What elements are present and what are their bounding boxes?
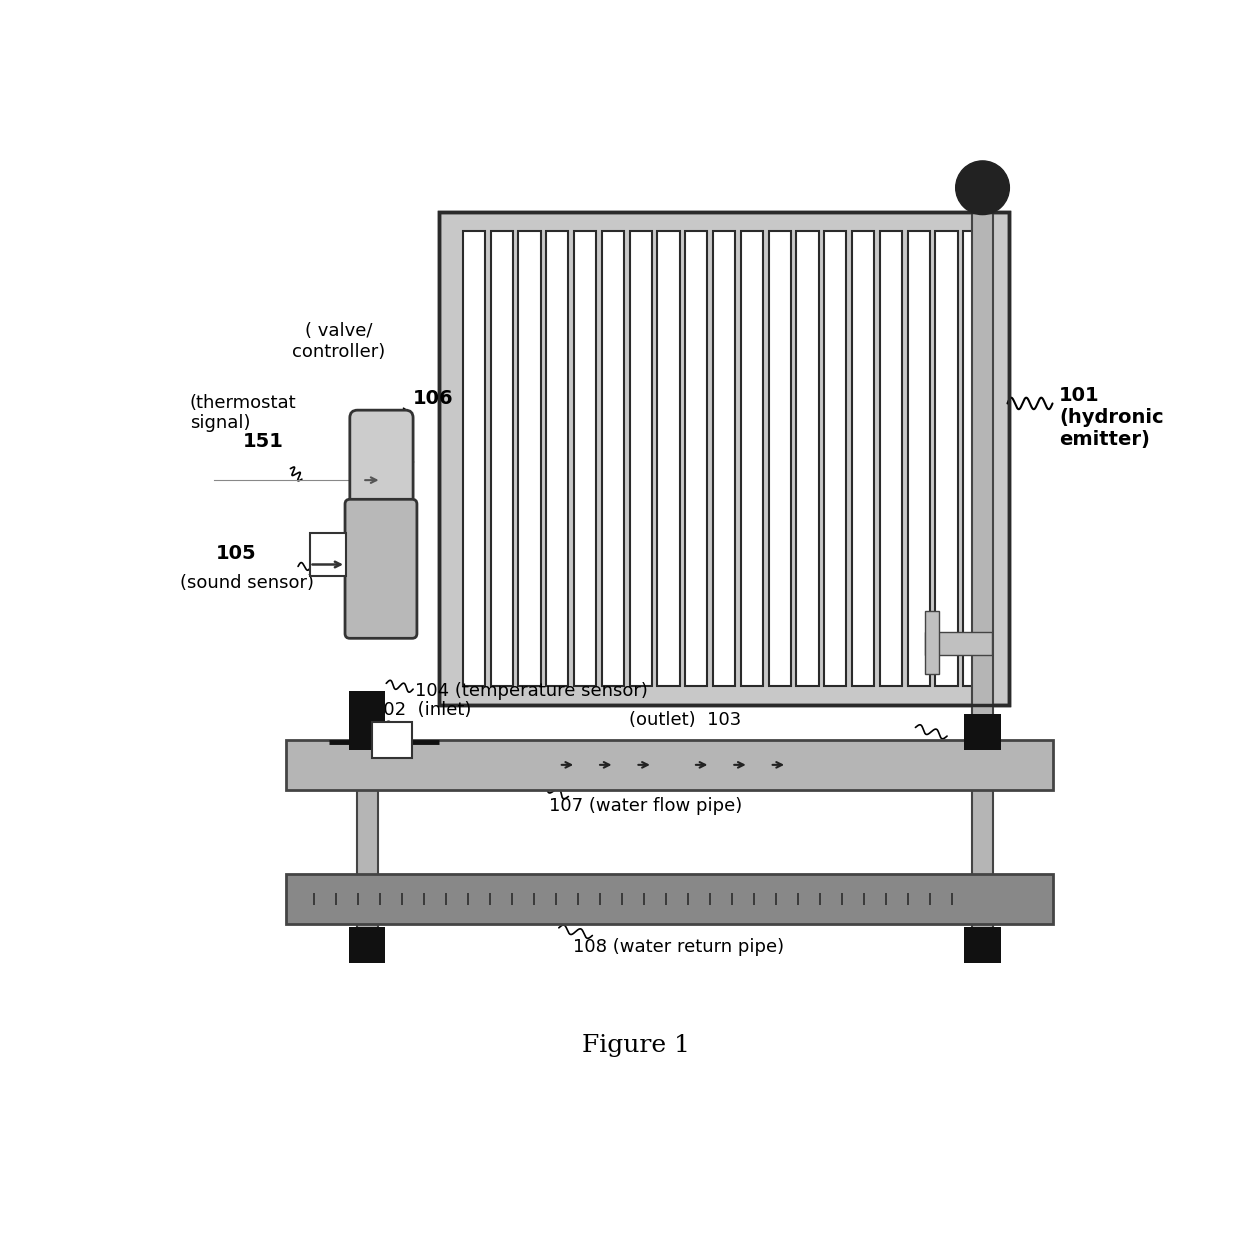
Text: (sound sensor): (sound sensor) (180, 574, 314, 591)
Text: 151: 151 (243, 432, 283, 451)
Text: ( valve/
controller): ( valve/ controller) (291, 321, 384, 361)
Bar (972, 188, 993, 934)
Text: 104 (temperature sensor): 104 (temperature sensor) (415, 682, 647, 700)
Text: 106: 106 (413, 390, 454, 408)
FancyBboxPatch shape (350, 410, 413, 564)
Text: 105: 105 (216, 544, 257, 564)
Bar (547, 230, 568, 686)
Bar (796, 230, 818, 686)
Text: 102  (inlet): 102 (inlet) (372, 701, 471, 720)
Bar (925, 631, 992, 655)
Bar (491, 230, 513, 686)
Bar (348, 691, 386, 727)
Circle shape (956, 161, 1009, 214)
Bar (825, 230, 847, 686)
Bar (348, 926, 386, 964)
Text: (outlet)  103: (outlet) 103 (629, 711, 742, 728)
Bar (439, 212, 1009, 706)
Bar (601, 230, 624, 686)
Bar (880, 230, 903, 686)
Bar (657, 230, 680, 686)
Bar (925, 611, 940, 674)
Bar (965, 715, 1001, 751)
Bar (357, 706, 378, 934)
Bar (963, 230, 986, 686)
Bar (574, 230, 596, 686)
Text: 107 (water flow pipe): 107 (water flow pipe) (549, 797, 743, 815)
Bar (285, 874, 1053, 924)
Text: Figure 1: Figure 1 (582, 1035, 689, 1057)
Text: (thermostat
signal): (thermostat signal) (190, 393, 296, 432)
Bar (908, 230, 930, 686)
Bar (686, 230, 708, 686)
Bar (769, 230, 791, 686)
Bar (965, 926, 1001, 964)
Text: 101
(hydronic
emitter): 101 (hydronic emitter) (1059, 386, 1164, 449)
Bar (372, 722, 412, 758)
Bar (852, 230, 874, 686)
Bar (439, 212, 1009, 706)
Bar (935, 230, 957, 686)
Bar (310, 533, 346, 576)
Bar (463, 230, 485, 686)
FancyBboxPatch shape (345, 499, 417, 639)
Bar (740, 230, 763, 686)
Bar (630, 230, 652, 686)
Bar (713, 230, 735, 686)
Bar (518, 230, 541, 686)
Bar (348, 715, 386, 751)
Text: 108 (water return pipe): 108 (water return pipe) (573, 937, 785, 956)
Bar (285, 740, 1053, 789)
